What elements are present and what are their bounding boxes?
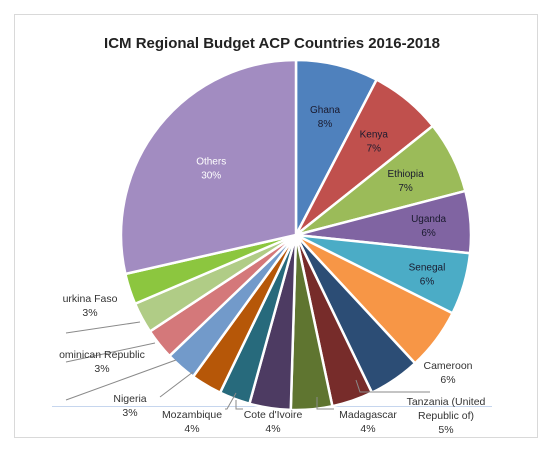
pie-slice-others: [119, 58, 298, 276]
slice-label-others: Others: [196, 156, 226, 167]
slice-label-cote-d-ivoire: Cote d'Ivoire: [244, 409, 303, 421]
leader-line-tanzania-united-republic-of: [355, 379, 430, 393]
slice-value-uganda: 6%: [421, 228, 436, 239]
slice-label-mozambique: Mozambique: [162, 409, 222, 421]
chart-title: ICM Regional Budget ACP Countries 2016-2…: [104, 35, 440, 52]
leader-line-nigeria: [159, 371, 194, 398]
slice-value-mozambique: 4%: [184, 423, 199, 435]
slice-label-tanzania-united-republic-of: Republic of): [418, 410, 474, 422]
slice-label-tanzania-united-republic-of: Tanzania (United: [407, 396, 486, 408]
slice-label-burkina-faso: urkina Faso: [63, 293, 118, 305]
leader-line-madagascar: [316, 397, 334, 410]
slice-value-burkina-faso: 3%: [82, 307, 97, 319]
leader-line-extra-1: [65, 342, 156, 363]
leader-line-extra-0: [65, 321, 141, 334]
slice-value-others: 30%: [201, 170, 221, 181]
leader-line-cote-d-ivoire: [235, 400, 243, 410]
slice-value-nigeria: 3%: [122, 407, 137, 419]
slice-label-cameroon: Cameroon: [423, 360, 472, 372]
slice-label-kenya: Kenya: [360, 129, 389, 140]
slice-label-ghana: Ghana: [310, 105, 340, 116]
leader-line-mozambique: [225, 392, 237, 410]
slice-label-dominican-republic: ominican Republic: [59, 349, 145, 361]
slice-value-tanzania-united-republic-of: 5%: [438, 424, 453, 436]
slice-label-uganda: Uganda: [411, 214, 446, 225]
slice-value-cote-d-ivoire: 4%: [265, 423, 280, 435]
slice-label-ethiopia: Ethiopia: [388, 169, 425, 180]
slice-value-ghana: 8%: [318, 119, 333, 130]
slice-label-madagascar: Madagascar: [339, 409, 397, 421]
slice-value-ethiopia: 7%: [398, 183, 413, 194]
slice-value-dominican-republic: 3%: [94, 363, 109, 375]
leader-line-extra-2: [65, 359, 177, 401]
slice-value-senegal: 6%: [420, 276, 435, 287]
slice-value-kenya: 7%: [367, 143, 382, 154]
slice-label-senegal: Senegal: [409, 262, 446, 273]
slice-value-madagascar: 4%: [360, 423, 375, 435]
slice-label-nigeria: Nigeria: [113, 393, 146, 405]
slice-value-cameroon: 6%: [440, 374, 455, 386]
